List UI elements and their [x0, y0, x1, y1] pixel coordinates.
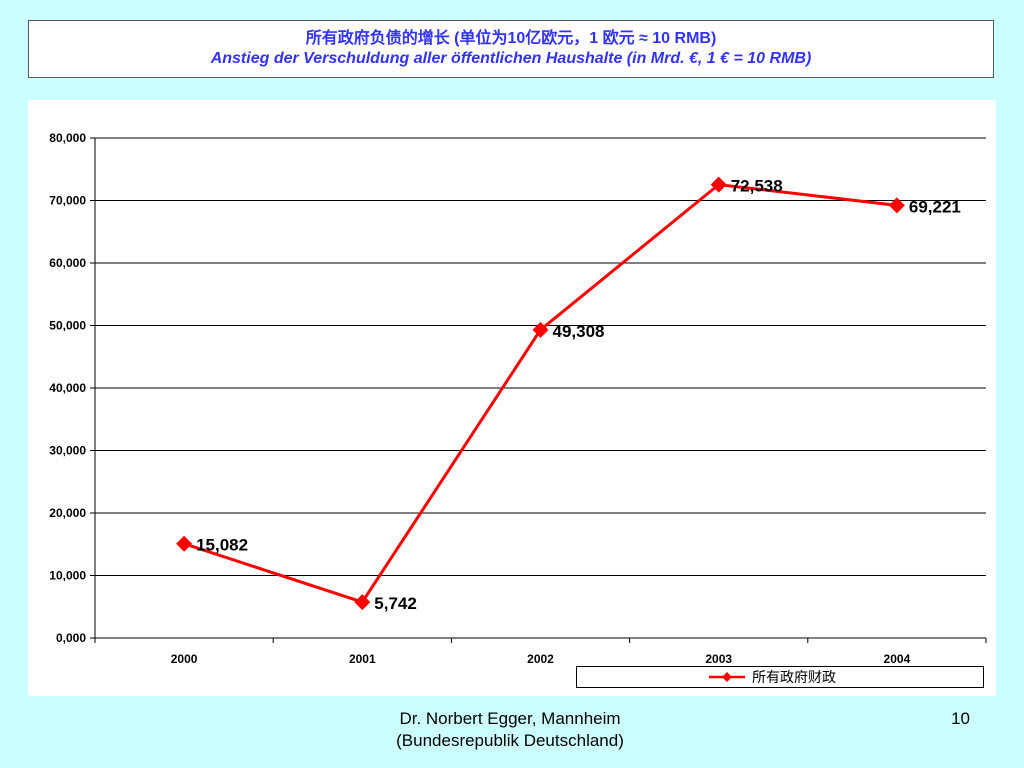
y-tick-label: 40,000 [49, 381, 86, 395]
author-country: (Bundesrepublik Deutschland) [396, 731, 624, 750]
chart-title-german: Anstieg der Verschuldung aller öffentlic… [210, 50, 812, 67]
x-tick-label: 2002 [527, 652, 554, 666]
data-point-marker [354, 594, 371, 611]
y-tick-label: 80,000 [49, 131, 86, 145]
line-chart: 0,000 10,000 20,000 30,000 40,000 50,000 60,00… [49, 131, 987, 666]
data-point-marker [710, 176, 727, 193]
data-point-marker [888, 197, 905, 214]
data-point-marker [532, 321, 549, 338]
author-name: Dr. Norbert Egger, Mannheim [399, 709, 621, 728]
y-tick-label: 10,000 [49, 569, 86, 583]
y-tick-label: 0,000 [56, 631, 86, 645]
x-tick-label: 2003 [705, 652, 732, 666]
data-label: 69,221 [909, 197, 961, 216]
x-tick-label: 2004 [884, 652, 911, 666]
chart-title-box: 所有政府负债的增长 (单位为10亿欧元，1 欧元 ≈ 10 RMB) Ansti… [28, 20, 994, 78]
y-tick-label: 60,000 [49, 256, 86, 270]
data-label: 49,308 [553, 322, 605, 341]
legend-series-label: 所有政府财政 [752, 669, 836, 685]
data-label: 15,082 [196, 536, 248, 555]
x-tick-label: 2001 [349, 652, 376, 666]
x-tick-label: 2000 [171, 652, 198, 666]
data-label: 72,538 [731, 177, 783, 196]
page-number: 10 [951, 709, 970, 728]
footer-author: Dr. Norbert Egger, Mannheim (Bundesrepub… [330, 708, 690, 752]
chart-area: 0,000 10,000 20,000 30,000 40,000 50,000 60,00… [28, 100, 996, 696]
y-tick-label: 20,000 [49, 506, 86, 520]
series-line [183, 183, 898, 604]
y-tick-label: 50,000 [49, 319, 86, 333]
chart-title-chinese: 所有政府负债的增长 (单位为10亿欧元，1 欧元 ≈ 10 RMB) [305, 30, 717, 47]
y-tick-label: 30,000 [49, 444, 86, 458]
legend-line-marker-icon [709, 672, 745, 682]
data-label: 5,742 [374, 594, 417, 613]
data-point-marker [176, 535, 193, 552]
y-tick-label: 70,000 [49, 194, 86, 208]
legend: 所有政府财政 [576, 666, 984, 688]
